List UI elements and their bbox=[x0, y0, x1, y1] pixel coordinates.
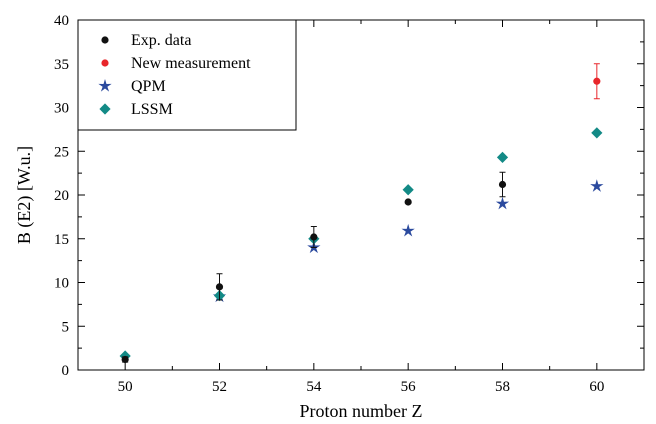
x-tick-label: 54 bbox=[306, 379, 322, 395]
lssm-point bbox=[402, 184, 414, 196]
y-tick-label: 25 bbox=[54, 144, 69, 160]
exp-data-point bbox=[310, 233, 318, 241]
y-axis-title: B (E2) [W.u.] bbox=[14, 146, 35, 244]
legend-marker-new-measurement bbox=[101, 59, 109, 67]
lssm-point bbox=[591, 127, 603, 139]
legend-label-exp-data: Exp. data bbox=[131, 32, 191, 49]
y-tick-label: 40 bbox=[54, 13, 69, 29]
x-tick-label: 56 bbox=[401, 379, 417, 395]
legend: Exp. data New measurement QPM LSSM bbox=[77, 19, 297, 131]
exp-data-point bbox=[121, 355, 129, 364]
qpm-point bbox=[401, 223, 415, 237]
x-axis-title: Proton number Z bbox=[300, 401, 423, 421]
y-tick-label: 15 bbox=[54, 232, 69, 248]
legend-marker-exp-data bbox=[101, 36, 109, 44]
legend-box bbox=[77, 19, 297, 131]
legend-marker-qpm bbox=[98, 79, 112, 92]
qpm-point bbox=[495, 196, 510, 210]
exp-data-point bbox=[215, 283, 224, 291]
y-axis-ticks: 0 5 10 15 20 25 30 35 40 bbox=[54, 13, 644, 379]
exp-data-point bbox=[498, 180, 507, 189]
y-tick-label: 35 bbox=[54, 57, 69, 73]
y-tick-label: 5 bbox=[62, 319, 70, 335]
x-axis-ticks: 50 52 54 56 58 60 bbox=[77, 20, 645, 395]
y-tick-label: 20 bbox=[54, 188, 69, 204]
x-tick-label: 52 bbox=[212, 379, 227, 395]
x-tick-label: 50 bbox=[118, 379, 133, 395]
x-tick-label: 60 bbox=[589, 379, 604, 395]
y-tick-label: 30 bbox=[54, 101, 69, 117]
y-tick-label: 0 bbox=[62, 363, 70, 379]
new-measurement-point bbox=[593, 77, 601, 85]
lssm-point bbox=[496, 151, 509, 163]
qpm-point bbox=[590, 179, 604, 192]
legend-marker-lssm bbox=[99, 103, 111, 115]
x-tick-label: 58 bbox=[495, 379, 510, 395]
legend-items: Exp. data New measurement QPM LSSM bbox=[98, 32, 251, 118]
y-tick-label: 10 bbox=[54, 276, 69, 292]
legend-label-lssm: LSSM bbox=[131, 101, 173, 118]
data-points bbox=[119, 63, 604, 364]
exp-data-point bbox=[404, 198, 412, 206]
legend-label-new-measurement: New measurement bbox=[131, 55, 251, 72]
legend-label-qpm: QPM bbox=[131, 78, 166, 95]
